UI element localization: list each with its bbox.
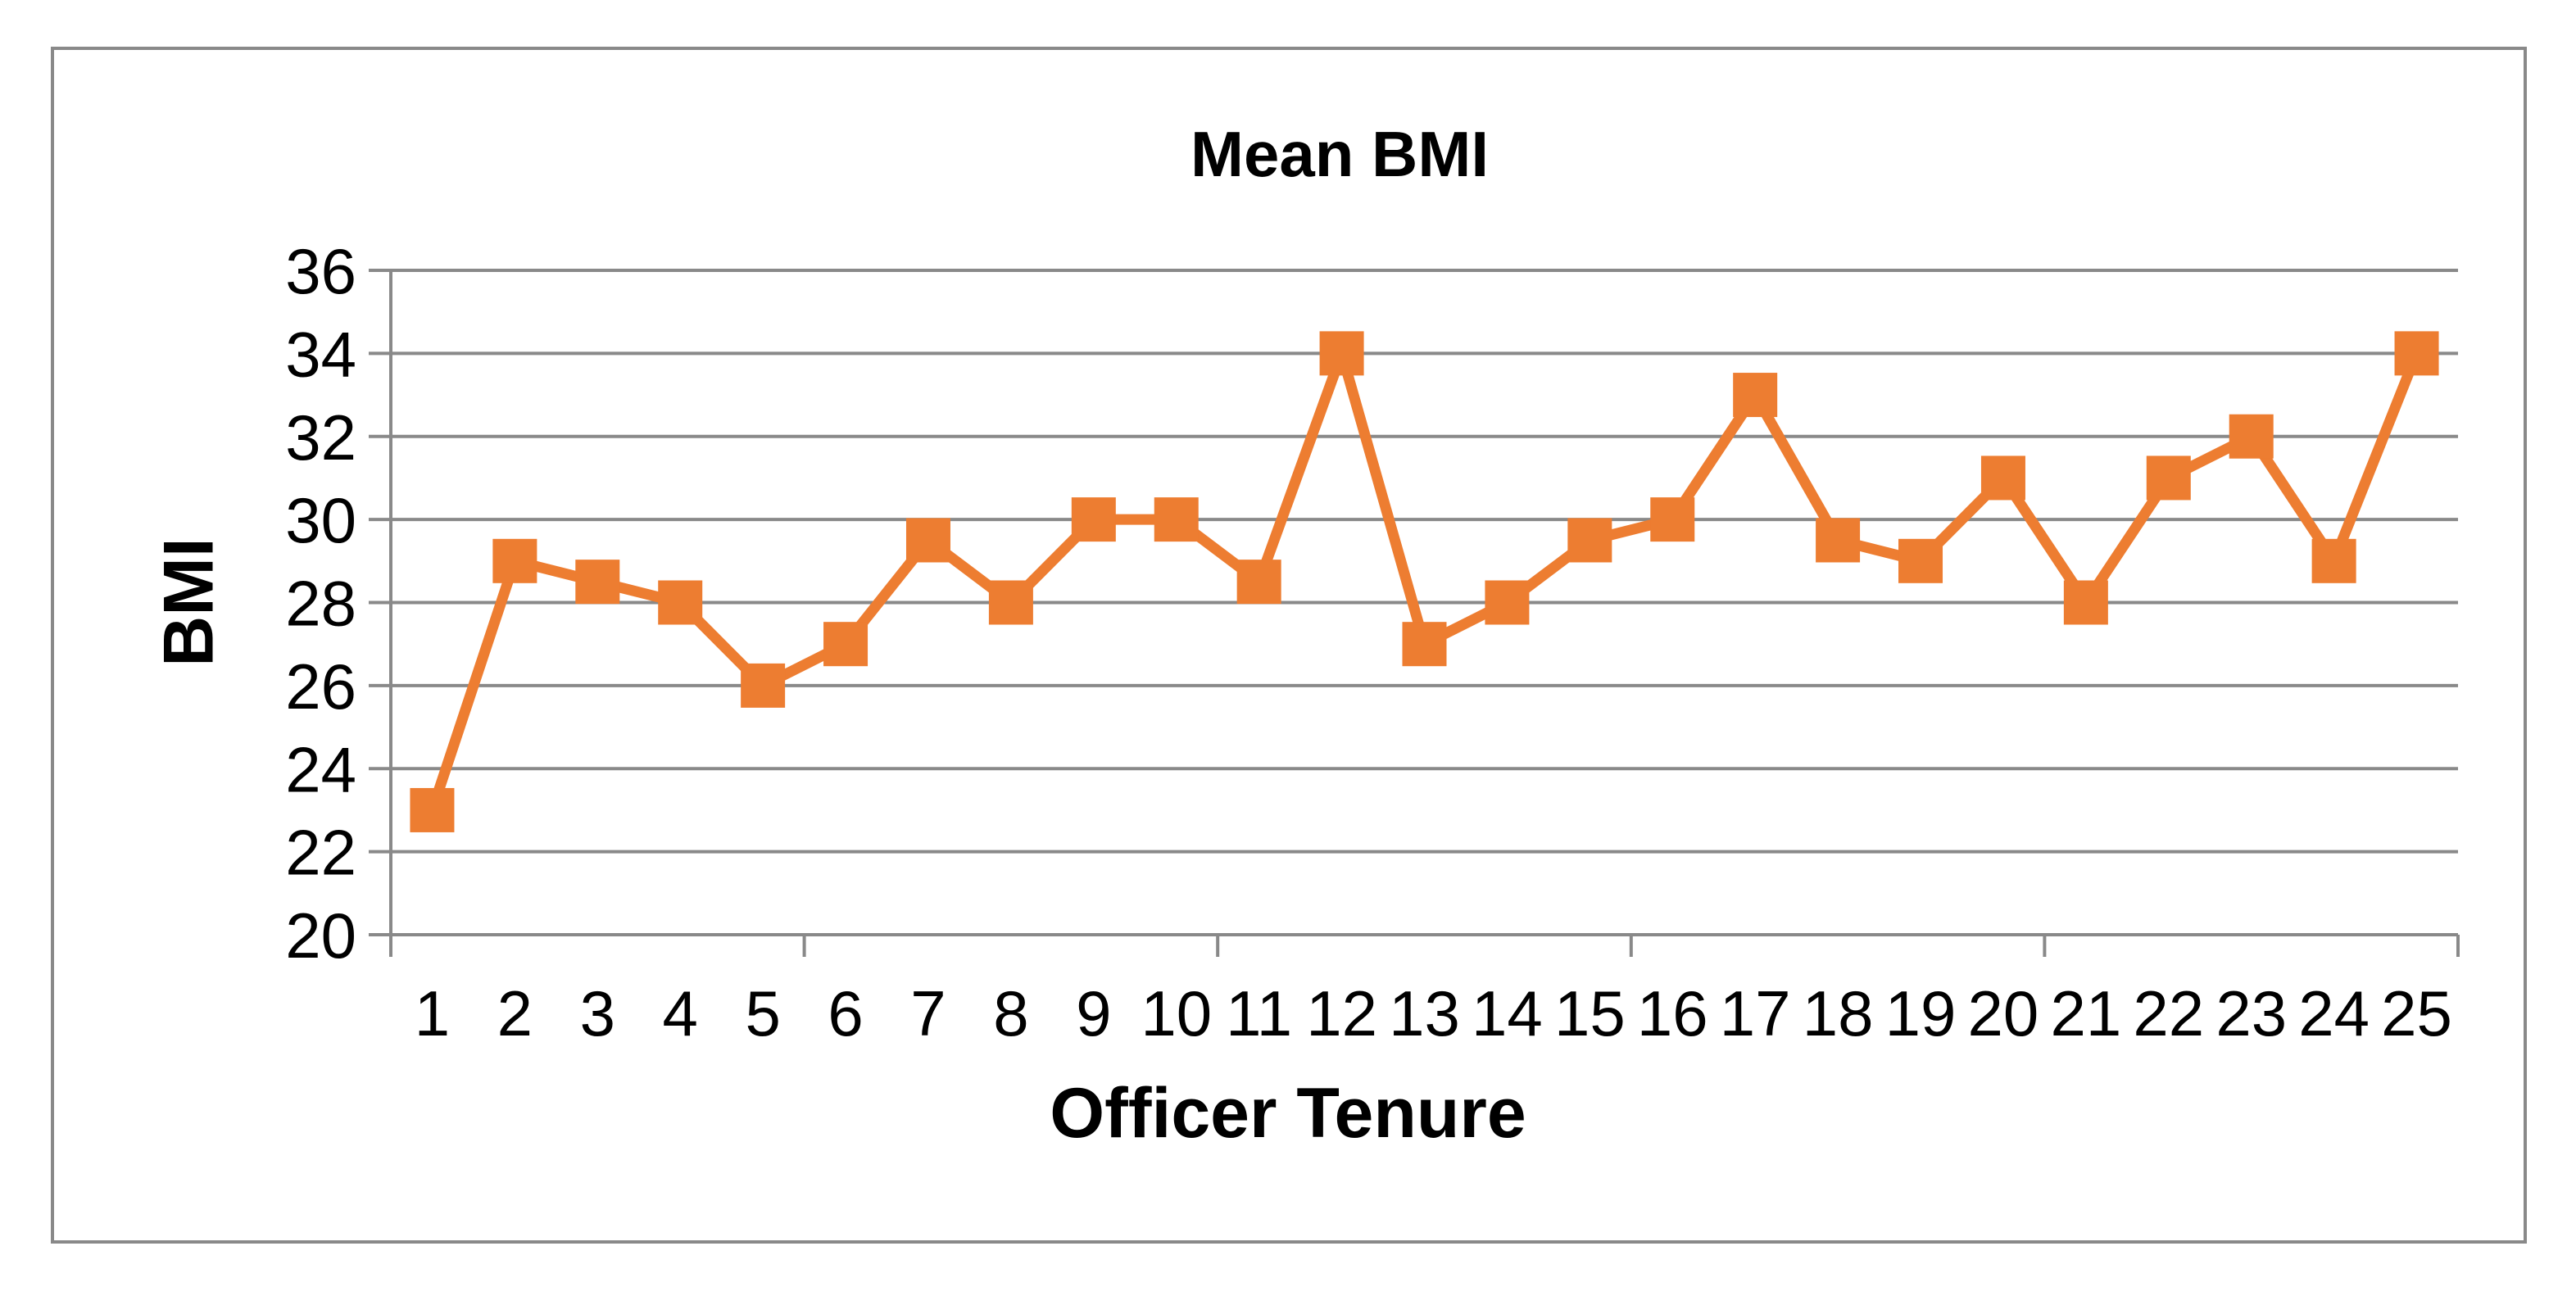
x-tick-label: 23 <box>2215 977 2287 1049</box>
data-point-marker <box>1319 331 1364 376</box>
data-point-marker <box>1816 518 1861 563</box>
x-tick-label: 6 <box>828 977 863 1049</box>
data-point-marker <box>1071 497 1116 542</box>
y-tick-label: 26 <box>285 650 356 723</box>
x-tick-label: 16 <box>1637 977 1708 1049</box>
data-point-marker <box>1236 560 1281 605</box>
x-tick-label: 19 <box>1885 977 1957 1049</box>
y-axis-title: BMI <box>149 537 229 667</box>
x-tick-label: 5 <box>745 977 780 1049</box>
x-tick-label: 7 <box>910 977 946 1049</box>
data-point-marker <box>741 663 786 708</box>
data-point-marker <box>1567 518 1612 563</box>
data-point-marker <box>1650 497 1695 542</box>
figure-border <box>51 47 2527 1244</box>
x-axis-title: Officer Tenure <box>1050 1074 1526 1153</box>
x-tick-label: 8 <box>993 977 1028 1049</box>
y-tick-label: 36 <box>285 235 356 307</box>
x-tick-label: 9 <box>1076 977 1111 1049</box>
data-point-marker <box>2311 538 2356 583</box>
x-tick-label: 22 <box>2133 977 2204 1049</box>
x-tick-label: 18 <box>1803 977 1874 1049</box>
series-line <box>426 347 2423 816</box>
y-tick-label: 24 <box>285 733 356 805</box>
data-point-marker <box>2229 414 2274 459</box>
x-tick-label: 15 <box>1554 977 1626 1049</box>
x-tick-label: 20 <box>1968 977 2039 1049</box>
data-point-marker <box>2146 455 2191 501</box>
x-tick-label: 1 <box>415 977 450 1049</box>
x-tick-label: 10 <box>1141 977 1212 1049</box>
y-tick-label: 28 <box>285 568 356 640</box>
x-tick-label: 12 <box>1306 977 1377 1049</box>
x-tick-label: 24 <box>2298 977 2370 1049</box>
data-point-marker <box>1485 580 1530 625</box>
data-point-marker <box>1154 497 1199 542</box>
data-point-marker <box>492 538 537 583</box>
x-tick-label: 2 <box>497 977 533 1049</box>
data-point-marker <box>1980 455 2025 501</box>
chart-title: Mean BMI <box>1190 118 1490 190</box>
data-point-marker <box>575 560 620 605</box>
x-tick-label: 17 <box>1720 977 1791 1049</box>
x-tick-label: 25 <box>2381 977 2452 1049</box>
data-point-marker <box>905 518 950 563</box>
data-point-marker <box>2394 331 2439 376</box>
x-tick-label: 11 <box>1226 977 1292 1049</box>
data-point-marker <box>988 580 1033 625</box>
x-tick-label: 13 <box>1389 977 1460 1049</box>
data-point-marker <box>1402 622 1447 667</box>
data-point-marker <box>823 622 868 667</box>
y-tick-label: 34 <box>285 318 356 390</box>
y-tick-label: 22 <box>285 817 356 889</box>
data-point-marker <box>410 787 455 832</box>
x-tick-label: 3 <box>580 977 615 1049</box>
data-point-marker <box>2063 580 2108 625</box>
y-tick-label: 20 <box>285 899 356 972</box>
y-tick-label: 30 <box>285 484 356 556</box>
x-tick-label: 14 <box>1472 977 1543 1049</box>
data-point-marker <box>1898 538 1943 583</box>
x-tick-label: 4 <box>663 977 698 1049</box>
data-point-marker <box>658 580 703 625</box>
x-tick-label: 21 <box>2050 977 2121 1049</box>
data-point-marker <box>1733 373 1778 418</box>
y-tick-label: 32 <box>285 401 356 474</box>
